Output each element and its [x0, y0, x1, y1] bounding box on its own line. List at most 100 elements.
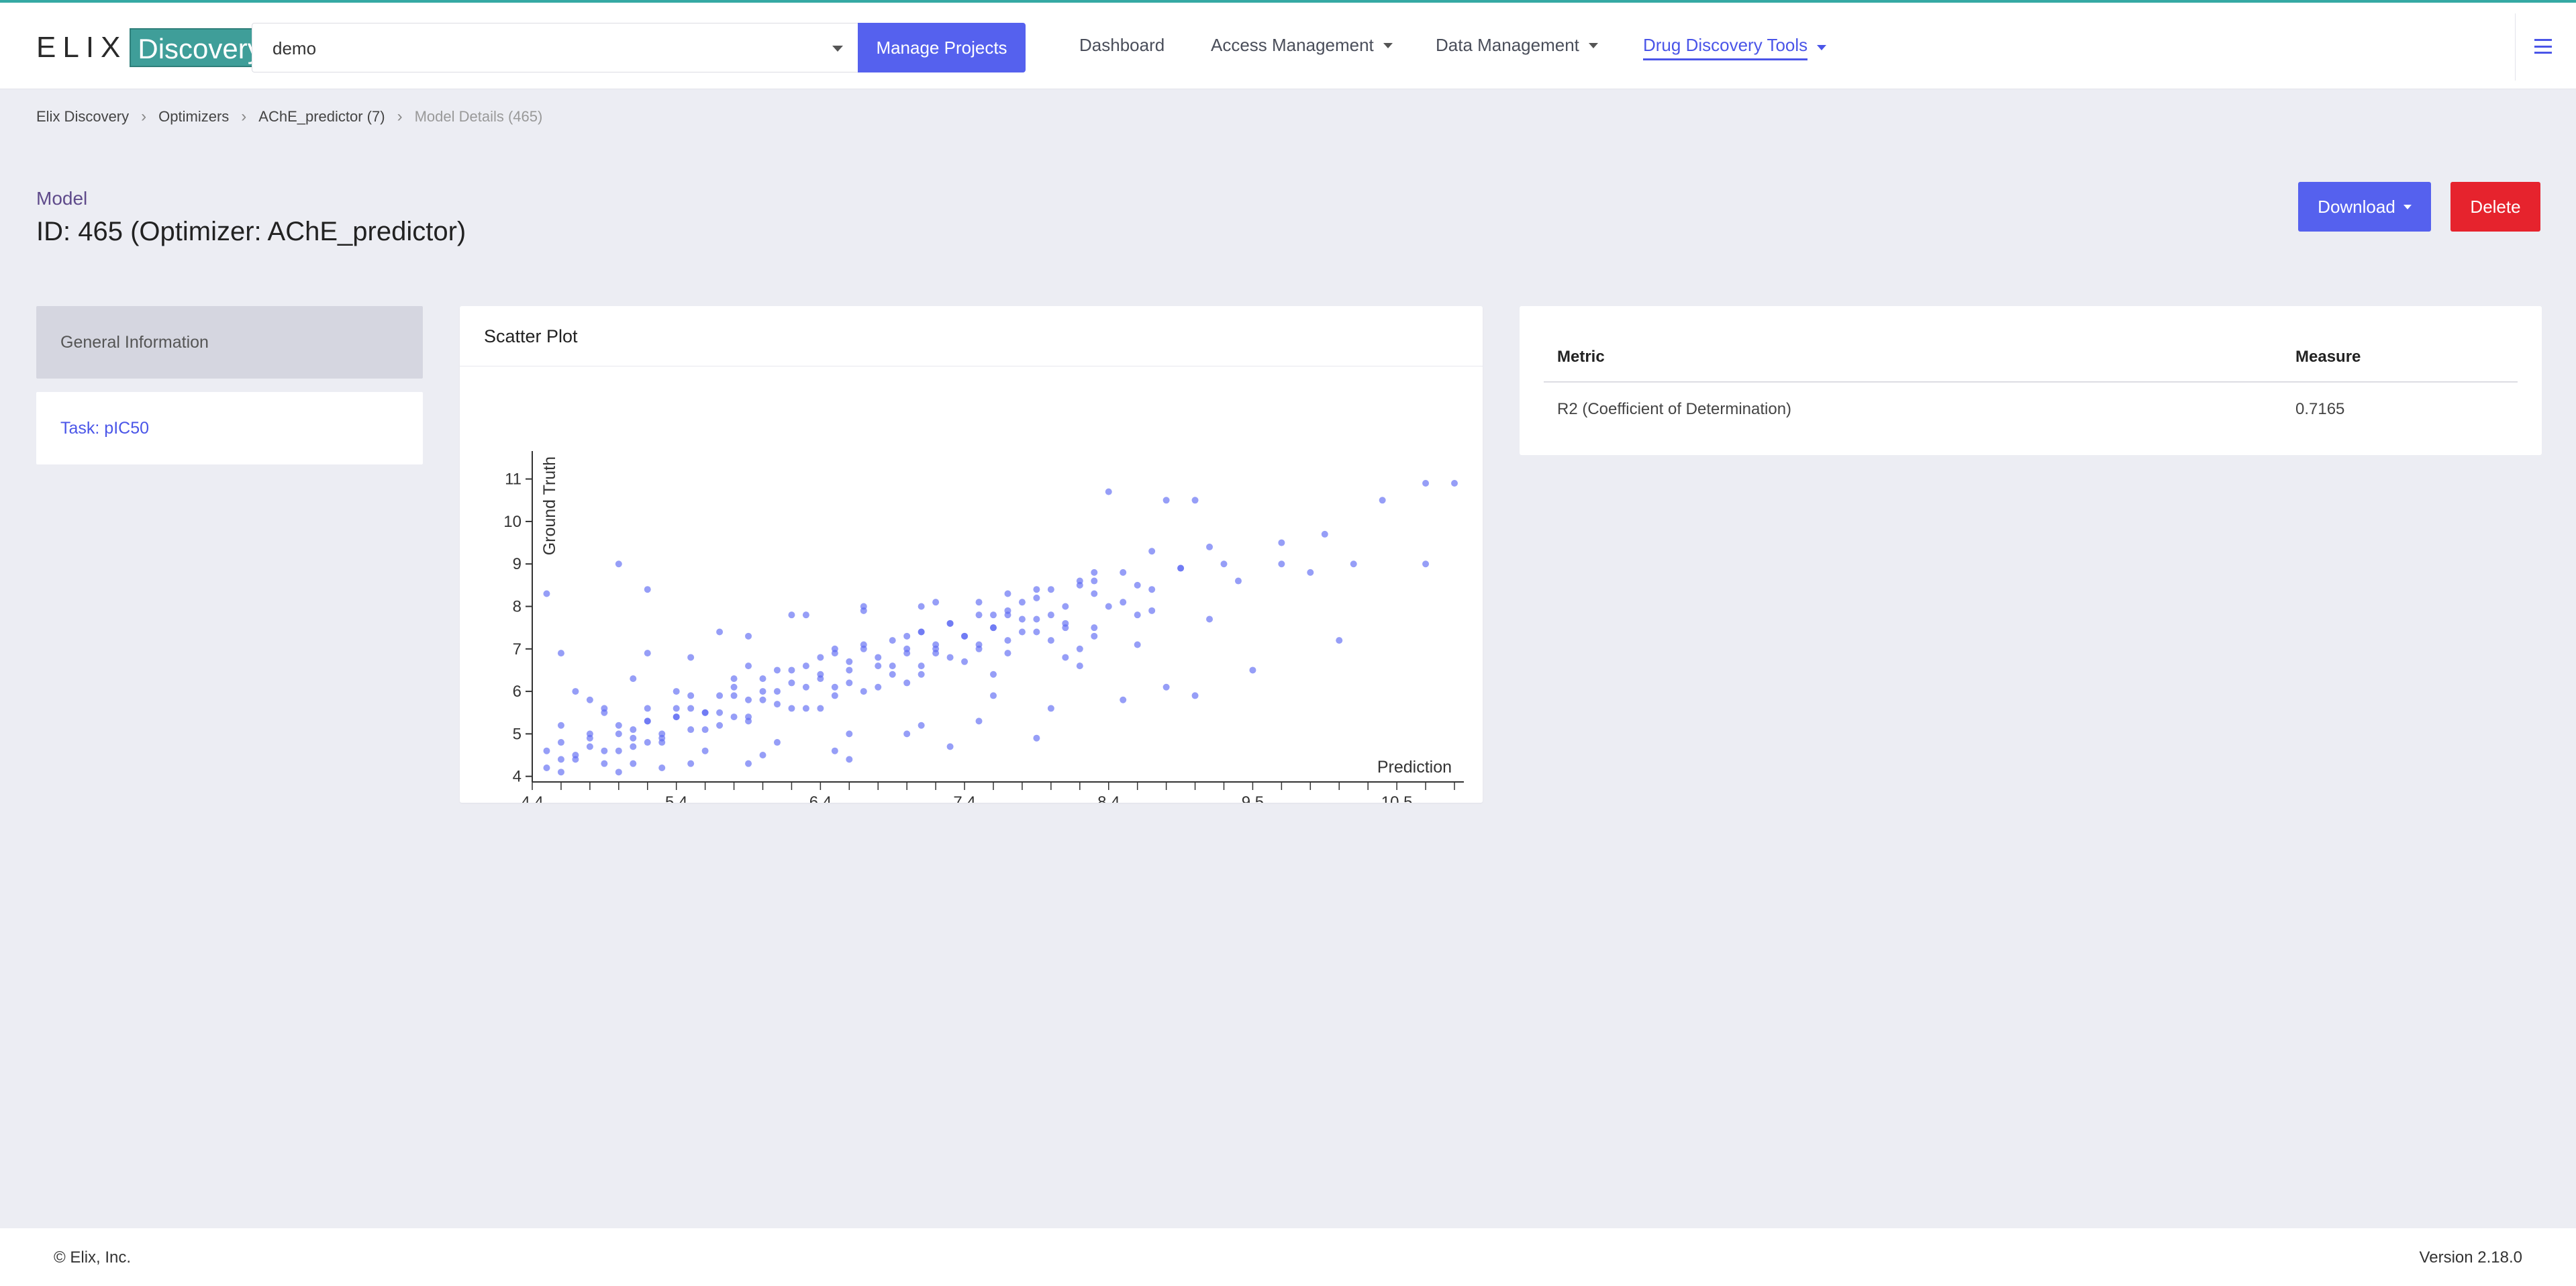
data-point — [903, 730, 911, 738]
data-point — [644, 586, 651, 593]
hamburger-icon[interactable] — [2534, 39, 2552, 54]
data-point — [802, 683, 809, 691]
data-point — [572, 688, 579, 695]
data-point — [889, 637, 896, 644]
data-point — [1091, 590, 1098, 597]
breadcrumb-elix-discovery[interactable]: Elix Discovery — [36, 108, 130, 125]
y-tick-label: 6 — [513, 683, 522, 701]
data-point — [687, 654, 695, 661]
data-point — [946, 654, 954, 661]
data-point — [1091, 568, 1098, 576]
data-point — [990, 692, 997, 699]
data-point — [1278, 560, 1285, 568]
data-point — [903, 632, 911, 640]
data-point — [1004, 611, 1011, 619]
breadcrumb-optimizer[interactable]: AChE_predictor (7) — [258, 108, 385, 125]
sidebar-item-task[interactable]: Task: pIC50 — [36, 392, 423, 464]
data-point — [1148, 607, 1156, 614]
data-point — [687, 692, 695, 699]
x-tick-label: 6.4 — [809, 793, 832, 803]
caret-down-icon — [1588, 42, 1598, 48]
data-point — [1076, 581, 1083, 589]
x-tick-label: 9.5 — [1242, 793, 1264, 803]
data-point — [889, 662, 896, 670]
elix-discovery-logo[interactable]: ELIX Discovery® — [36, 28, 273, 67]
sidebar-item-general-information[interactable]: General Information — [36, 306, 423, 379]
data-point — [875, 662, 882, 670]
nav-access-management[interactable]: Access Management — [1211, 35, 1393, 56]
data-point — [615, 730, 622, 738]
data-point — [1033, 628, 1040, 636]
data-point — [990, 671, 997, 678]
breadcrumb-current: Model Details (465) — [414, 108, 543, 125]
x-axis-title: Prediction — [1377, 758, 1452, 777]
data-point — [644, 705, 651, 712]
data-point — [1422, 479, 1430, 487]
data-point — [557, 739, 564, 746]
data-point — [846, 658, 853, 665]
data-point — [1220, 560, 1228, 568]
data-point — [1162, 497, 1170, 504]
caret-down-icon — [1817, 45, 1827, 50]
data-point — [831, 645, 838, 652]
data-point — [745, 662, 752, 670]
data-point — [918, 628, 925, 636]
data-point — [788, 679, 795, 687]
nav-dashboard[interactable]: Dashboard — [1079, 35, 1165, 55]
data-point — [759, 696, 766, 703]
data-point — [1076, 645, 1083, 652]
data-point — [1033, 594, 1040, 601]
data-point — [1047, 586, 1054, 593]
project-select[interactable]: demo — [252, 23, 858, 72]
data-point — [644, 739, 651, 746]
data-point — [1350, 560, 1357, 568]
data-point — [932, 599, 940, 606]
data-point — [1191, 692, 1199, 699]
data-point — [1206, 543, 1213, 550]
data-point — [630, 726, 637, 734]
data-point — [644, 718, 651, 725]
data-point — [586, 743, 593, 750]
table-header: Metric Measure — [1544, 330, 2518, 383]
data-point — [759, 752, 766, 759]
data-point — [759, 675, 766, 683]
data-point — [1249, 666, 1256, 674]
data-point — [615, 747, 622, 754]
y-tick-label: 4 — [513, 768, 522, 786]
breadcrumb: Elix Discovery › Optimizers › AChE_predi… — [36, 107, 542, 126]
data-point — [759, 688, 766, 695]
data-point — [802, 705, 809, 712]
data-point — [961, 632, 969, 640]
scatter-chart[interactable]: 4 5 6 7 8 9 10 11 4.4 5.4 6.4 7.4 8.4 9.5 10.5 Predicti… — [460, 366, 1483, 803]
data-point — [730, 692, 738, 699]
nav-data-management[interactable]: Data Management — [1436, 35, 1598, 56]
column-header: Measure — [2295, 348, 2361, 366]
sidebar-item-label: Task: pIC50 — [60, 419, 150, 438]
data-point — [1134, 641, 1141, 648]
delete-button[interactable]: Delete — [2450, 182, 2540, 232]
data-point — [1105, 603, 1112, 610]
data-point — [918, 722, 925, 729]
data-point — [918, 671, 925, 678]
y-tick-label: 7 — [513, 640, 522, 658]
data-point — [644, 650, 651, 657]
metric-value: 0.7165 — [2295, 400, 2345, 418]
data-point — [701, 726, 709, 734]
data-point — [745, 760, 752, 767]
x-tick-label: 7.4 — [953, 793, 975, 803]
nav-drug-discovery-tools[interactable]: Drug Discovery Tools — [1643, 35, 1827, 60]
data-point — [615, 769, 622, 776]
data-point — [1004, 590, 1011, 597]
data-point — [1033, 586, 1040, 593]
x-tick-label: 10.5 — [1381, 793, 1413, 803]
data-point — [630, 760, 637, 767]
manage-projects-button[interactable]: Manage Projects — [858, 23, 1026, 72]
data-point — [1091, 632, 1098, 640]
data-point — [687, 726, 695, 734]
breadcrumb-optimizers[interactable]: Optimizers — [158, 108, 230, 125]
page-subtitle: Model — [36, 188, 88, 209]
download-button[interactable]: Download — [2298, 182, 2431, 232]
data-point — [1422, 560, 1430, 568]
data-point — [860, 607, 867, 614]
data-point — [630, 675, 637, 683]
